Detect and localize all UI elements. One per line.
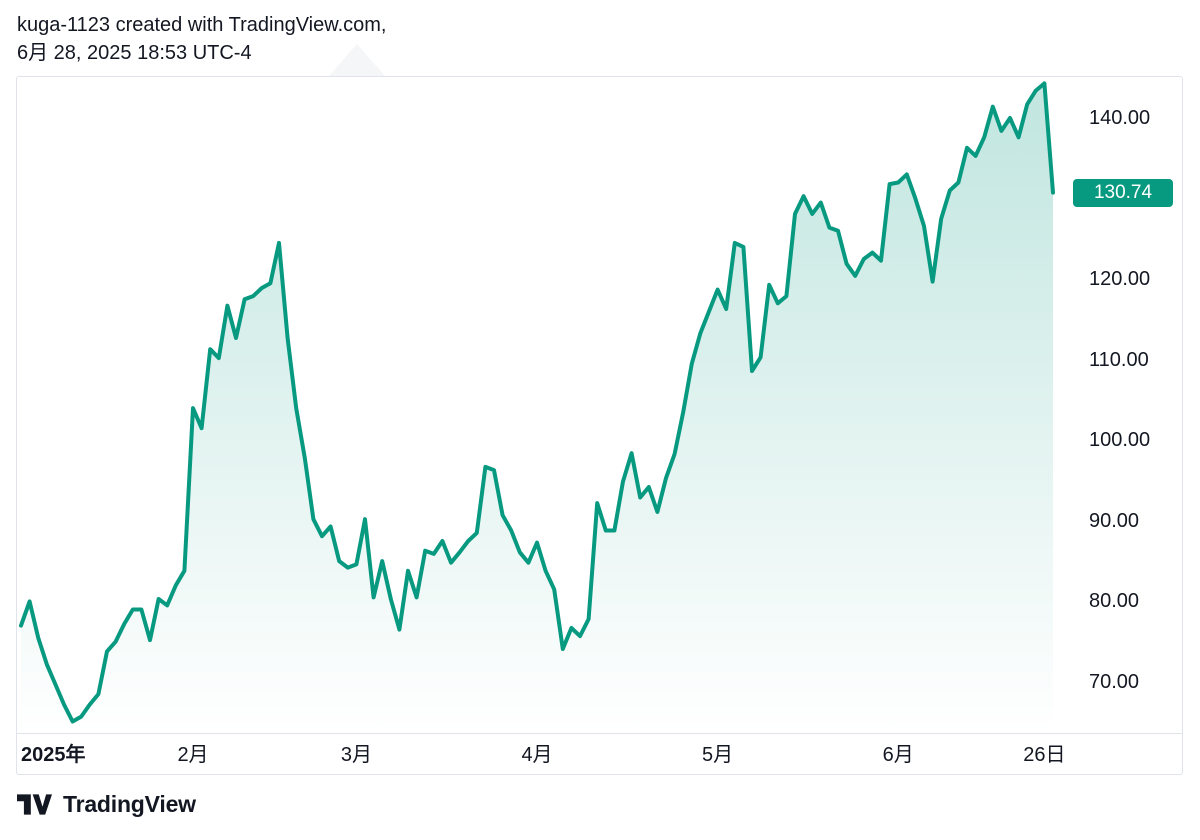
last-price-value: 130.74 xyxy=(1093,181,1153,203)
price-axis-label: 90.00 xyxy=(1089,509,1140,532)
attribution-line1: kuga-1123 created with TradingView.com, xyxy=(17,14,387,36)
chart-widget: 140.00 120.00 110.00 100.00 90.00 80.00 70.00 … xyxy=(16,76,1183,775)
time-axis-label: 26日 xyxy=(1023,744,1066,766)
attribution-line2: 6月 28, 2025 18:53 UTC-4 xyxy=(17,42,252,64)
attribution-header: kuga-1123 created with TradingView.com, … xyxy=(17,11,386,67)
price-axis-label: 100.00 xyxy=(1089,429,1151,452)
last-price-badge: 130.74 xyxy=(1073,178,1173,207)
tradingview-logo-text: TradingView xyxy=(63,791,196,817)
time-axis-label: 5月 xyxy=(702,744,734,766)
price-axis-label: 70.00 xyxy=(1089,670,1140,693)
tradingview-logo-link[interactable]: TradingView xyxy=(17,791,196,818)
time-axis-separator xyxy=(17,733,1182,734)
price-axis-label: 120.00 xyxy=(1089,268,1151,291)
time-axis-label: 2025年 xyxy=(21,744,86,766)
tradingview-logo-icon xyxy=(17,794,52,815)
time-axis-label: 3月 xyxy=(340,744,372,766)
price-line xyxy=(19,81,1055,724)
price-axis-label: 140.00 xyxy=(1089,107,1151,129)
time-axis-label: 2月 xyxy=(177,744,209,766)
price-chart-canvas xyxy=(19,81,1055,733)
time-axis-label: 6月 xyxy=(882,744,914,766)
price-axis-label: 110.00 xyxy=(1089,348,1149,371)
watermark-mountain-icon xyxy=(329,44,385,76)
price-axis-label: 80.00 xyxy=(1089,590,1140,613)
time-axis-label: 4月 xyxy=(521,744,553,766)
